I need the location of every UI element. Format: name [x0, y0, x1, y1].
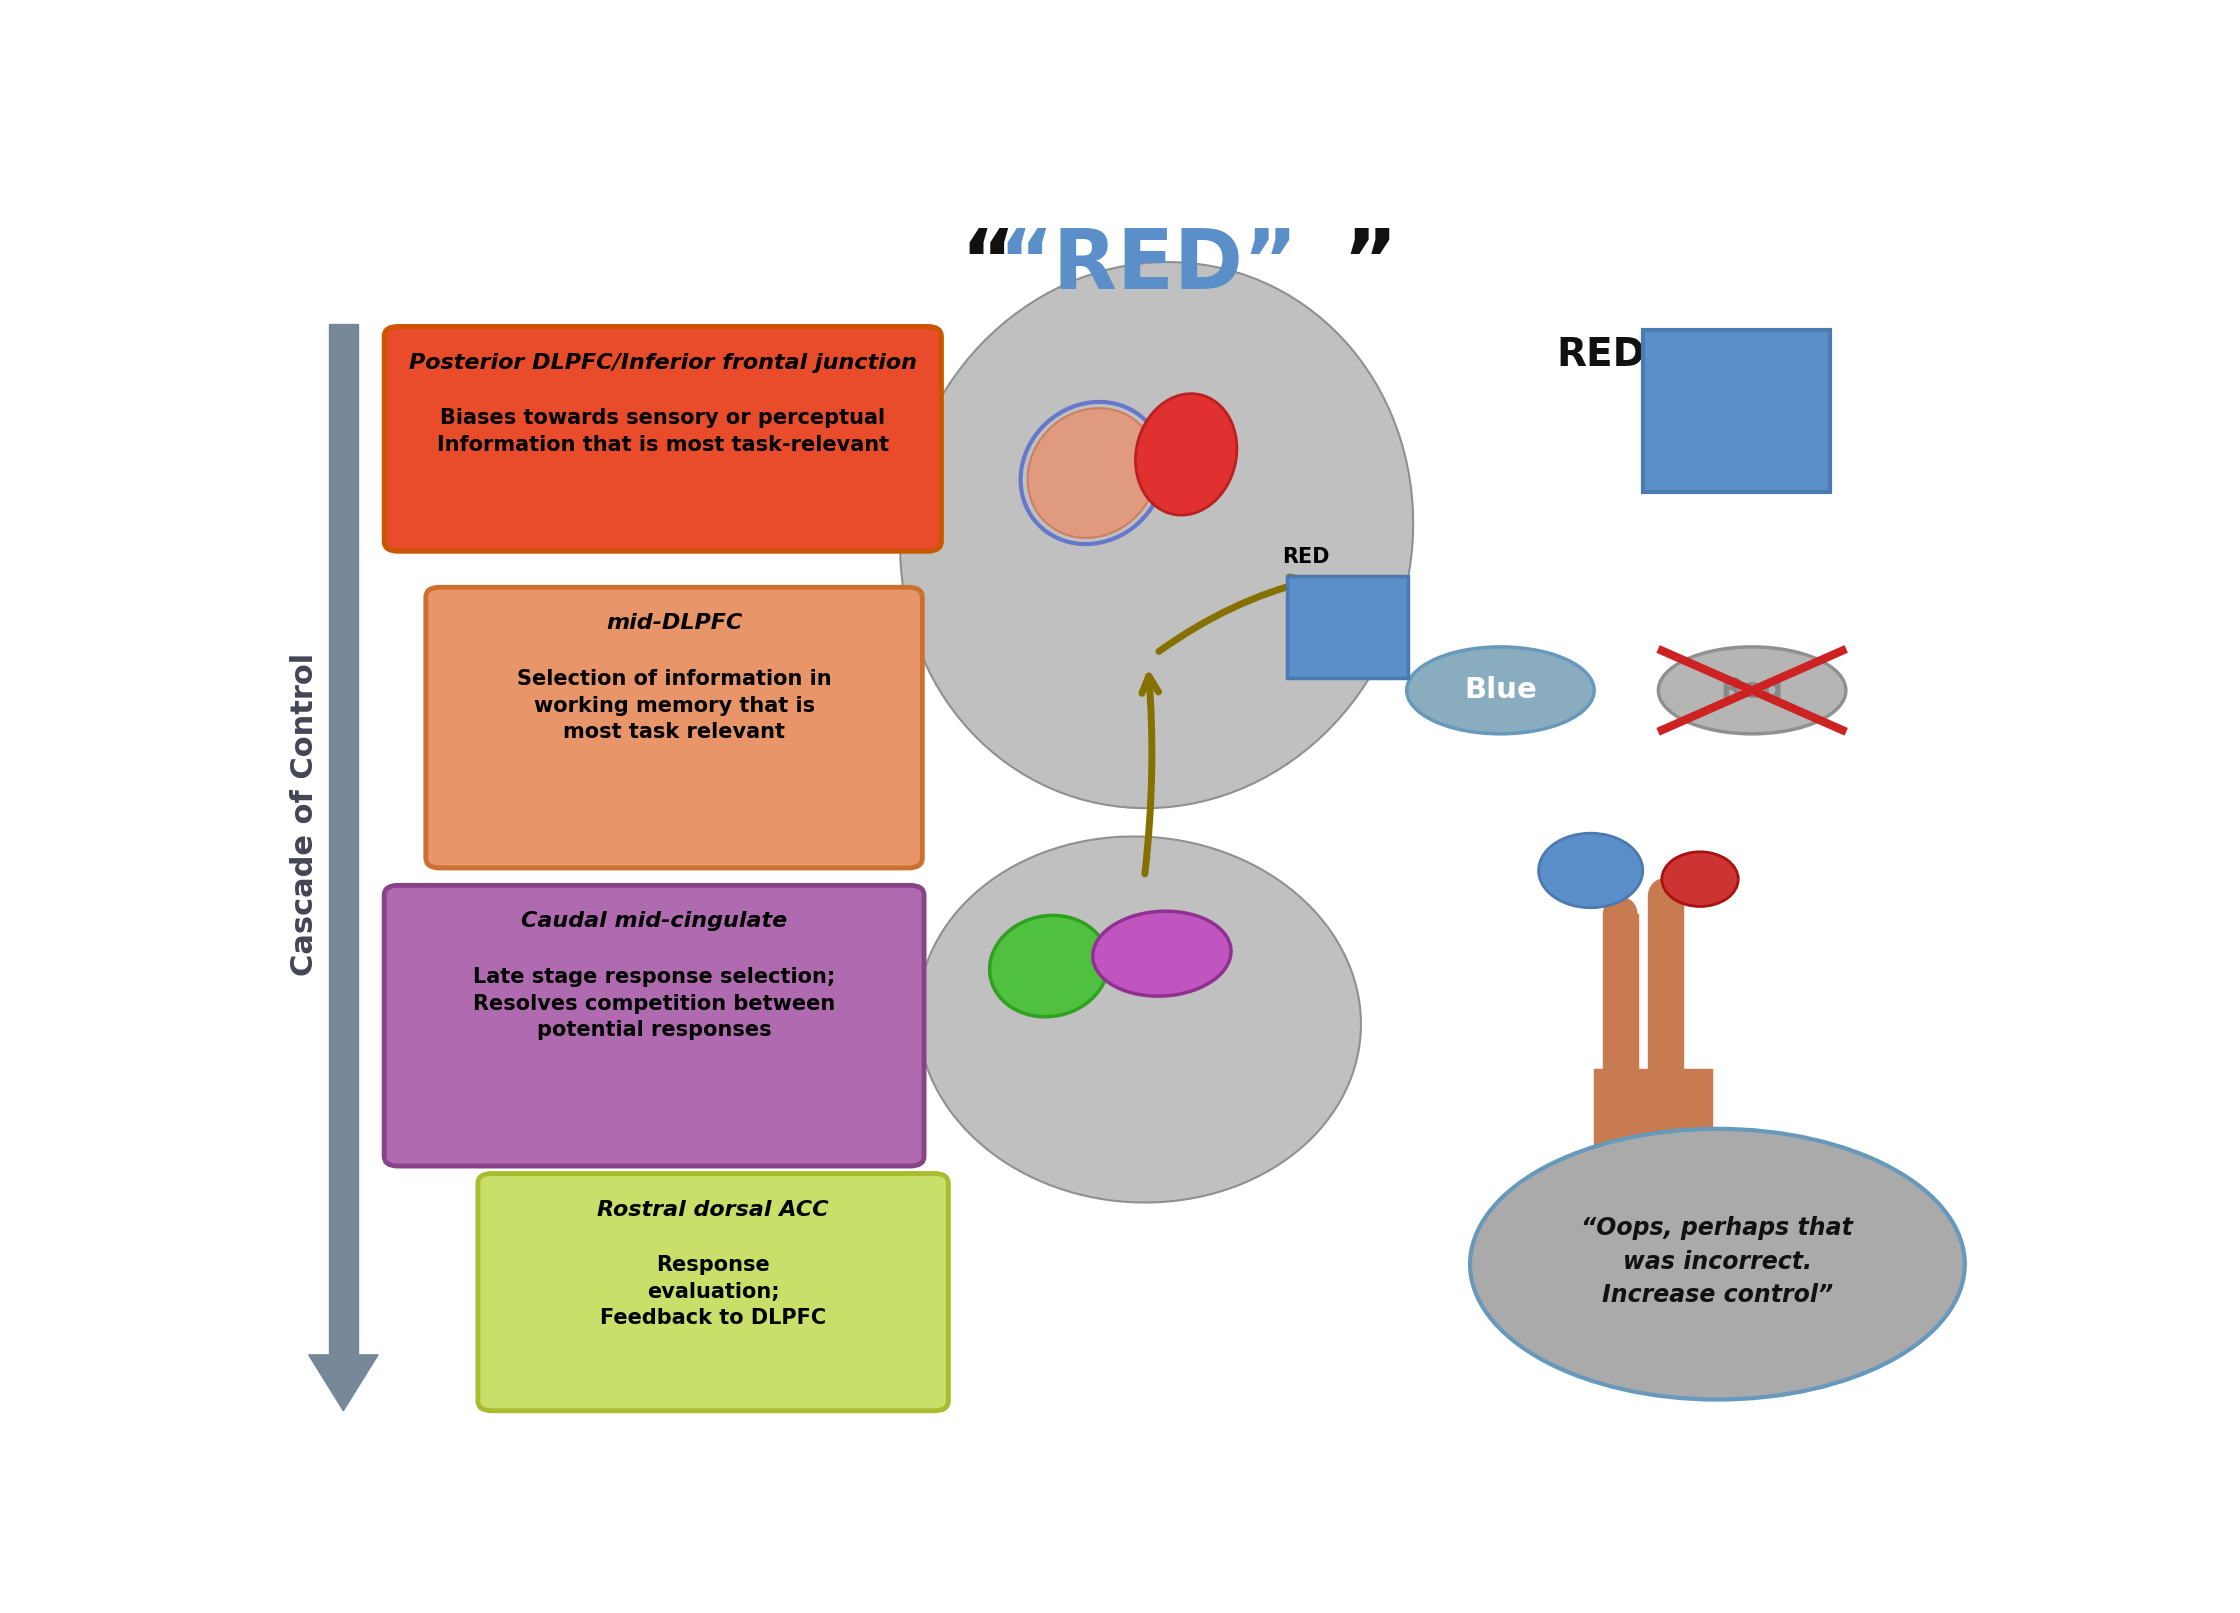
Bar [1649, 895, 1682, 1076]
Text: RED: RED [1281, 547, 1328, 568]
Text: Rostral dorsal ACC: Rostral dorsal ACC [598, 1200, 829, 1219]
Ellipse shape [1093, 911, 1232, 997]
Ellipse shape [1028, 408, 1158, 537]
Ellipse shape [1658, 647, 1846, 734]
Text: Response
evaluation;
Feedback to DLPFC: Response evaluation; Feedback to DLPFC [600, 1255, 827, 1327]
Text: Caudal mid-cingulate: Caudal mid-cingulate [522, 911, 786, 931]
Bar [1286, 576, 1409, 677]
Ellipse shape [990, 916, 1109, 1016]
Text: RED: RED [1557, 336, 1644, 374]
Ellipse shape [1469, 1129, 1964, 1400]
Text: Posterior DLPFC/Inferior frontal junction: Posterior DLPFC/Inferior frontal junctio… [408, 353, 916, 373]
Ellipse shape [900, 261, 1413, 808]
FancyBboxPatch shape [426, 587, 923, 868]
Text: mid-DLPFC: mid-DLPFC [605, 613, 741, 634]
Text: Red: Red [1720, 676, 1783, 705]
Ellipse shape [918, 837, 1362, 1203]
Ellipse shape [1604, 897, 1637, 931]
Text: “RED”: “RED” [999, 224, 1297, 305]
Bar [1642, 331, 1830, 492]
Text: Late stage response selection;
Resolves competition between
potential responses: Late stage response selection; Resolves … [473, 968, 836, 1040]
FancyArrow shape [309, 1355, 379, 1411]
Ellipse shape [1136, 394, 1236, 515]
Text: Cascade of Control: Cascade of Control [289, 653, 318, 976]
Text: Selection of information in
working memory that is
most task relevant: Selection of information in working memo… [517, 669, 831, 742]
Circle shape [1662, 852, 1738, 907]
Text: Blue: Blue [1465, 676, 1537, 705]
Text: Biases towards sensory or perceptual
Information that is most task-relevant: Biases towards sensory or perceptual Inf… [437, 408, 889, 455]
FancyBboxPatch shape [385, 326, 941, 552]
Ellipse shape [1407, 647, 1595, 734]
Text: “Oops, perhaps that
was incorrect.
Increase control”: “Oops, perhaps that was incorrect. Incre… [1581, 1216, 1852, 1307]
FancyBboxPatch shape [385, 886, 925, 1166]
Ellipse shape [1649, 877, 1682, 913]
Bar [1604, 915, 1637, 1076]
Bar [329, 324, 358, 1355]
Bar [1595, 1069, 1711, 1168]
Text: “: “ [961, 224, 1015, 305]
Text: ”: ” [1342, 224, 1398, 305]
FancyBboxPatch shape [477, 1174, 948, 1411]
Circle shape [1539, 834, 1642, 908]
